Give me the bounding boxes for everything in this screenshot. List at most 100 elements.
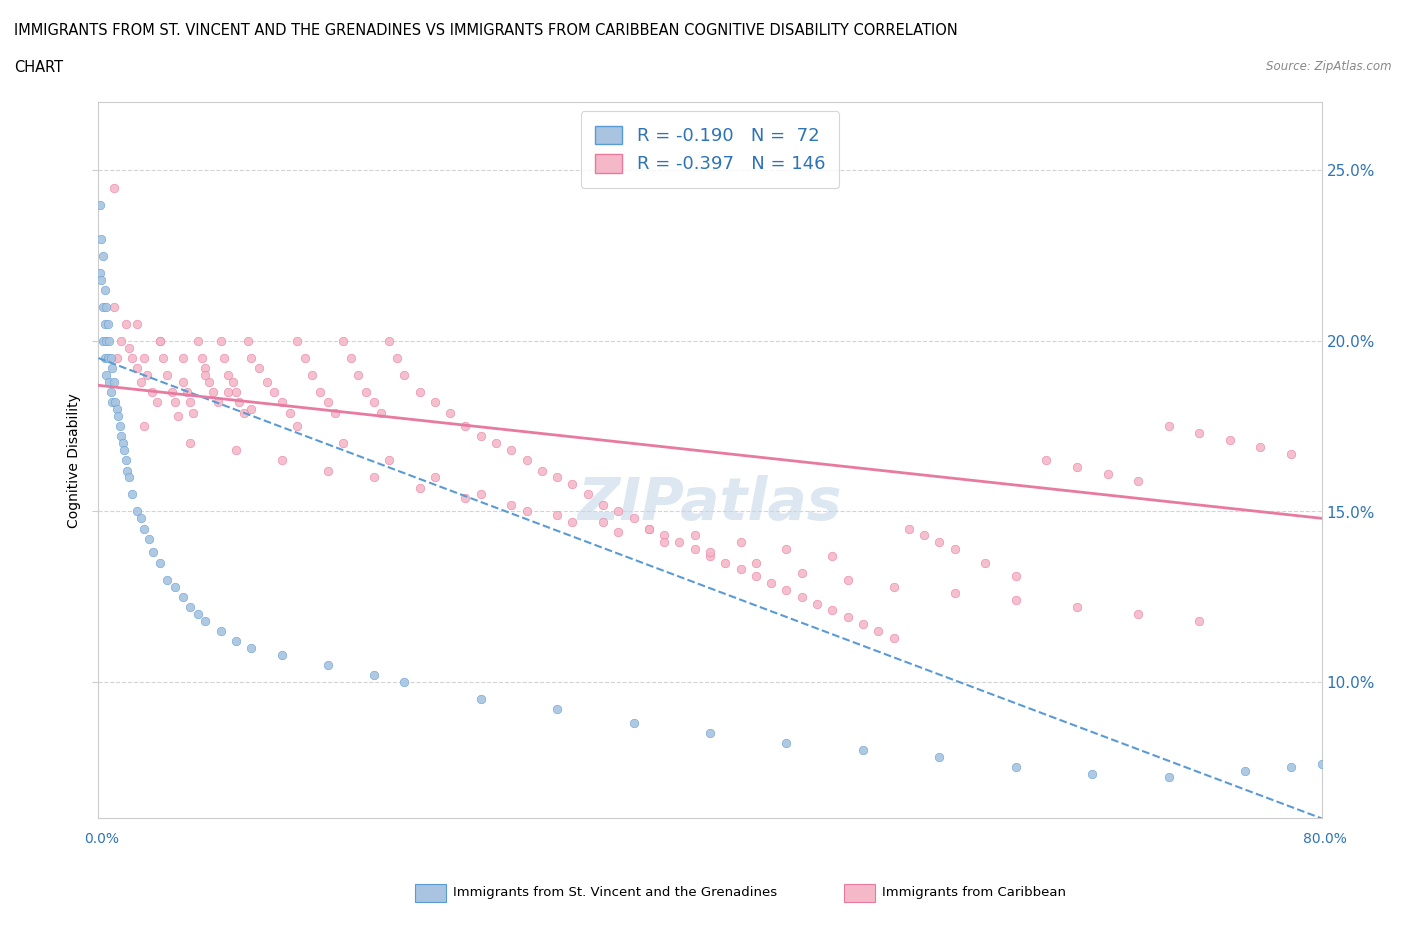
Point	[129, 511, 152, 525]
Point	[530, 463, 553, 478]
Point	[207, 395, 229, 410]
Point	[187, 606, 209, 621]
Point	[745, 569, 768, 584]
Point	[516, 504, 538, 519]
Point	[256, 375, 278, 390]
Point	[105, 402, 128, 417]
Point	[821, 549, 844, 564]
Point	[103, 180, 125, 195]
Point	[852, 617, 875, 631]
Point	[112, 443, 135, 458]
Point	[637, 521, 661, 536]
Point	[90, 232, 112, 246]
Point	[668, 535, 690, 550]
Point	[141, 385, 163, 400]
Point	[1066, 459, 1088, 474]
Point	[98, 375, 121, 390]
Point	[730, 535, 752, 550]
Point	[152, 351, 174, 365]
Point	[516, 453, 538, 468]
Point	[294, 351, 316, 365]
Point	[363, 470, 385, 485]
Point	[212, 351, 235, 365]
Point	[607, 525, 630, 539]
Point	[1128, 606, 1150, 621]
Point	[546, 508, 568, 523]
Text: CHART: CHART	[14, 60, 63, 75]
Point	[347, 367, 370, 382]
Point	[745, 555, 768, 570]
Point	[775, 541, 797, 556]
Point	[125, 504, 148, 519]
Point	[138, 531, 160, 546]
Point	[1386, 739, 1406, 754]
Text: 0.0%: 0.0%	[84, 832, 118, 846]
Point	[943, 586, 966, 601]
Point	[316, 395, 339, 410]
Point	[561, 514, 583, 529]
Point	[1279, 446, 1302, 461]
Point	[392, 367, 416, 382]
Point	[134, 418, 156, 433]
Point	[943, 541, 966, 556]
Text: ZIPatlas: ZIPatlas	[578, 475, 842, 532]
Point	[1219, 432, 1241, 447]
Point	[225, 443, 247, 458]
Point	[501, 443, 523, 458]
Point	[125, 361, 148, 376]
Point	[111, 436, 134, 451]
Point	[91, 334, 114, 349]
Point	[699, 725, 721, 740]
Point	[90, 272, 112, 287]
Point	[270, 453, 292, 468]
Point	[1004, 569, 1026, 584]
Point	[485, 436, 508, 451]
Point	[156, 367, 179, 382]
Point	[1066, 600, 1088, 615]
Point	[240, 402, 263, 417]
Legend: R = -0.190   N =  72, R = -0.397   N = 146: R = -0.190 N = 72, R = -0.397 N = 146	[581, 112, 839, 188]
Point	[91, 299, 114, 314]
Point	[115, 316, 138, 331]
Point	[730, 562, 752, 577]
Point	[454, 490, 477, 505]
Point	[149, 555, 172, 570]
Point	[607, 504, 630, 519]
Point	[309, 385, 332, 400]
Text: IMMIGRANTS FROM ST. VINCENT AND THE GRENADINES VS IMMIGRANTS FROM CARIBBEAN COGN: IMMIGRANTS FROM ST. VINCENT AND THE GREN…	[14, 23, 957, 38]
Point	[1097, 467, 1119, 482]
Point	[110, 429, 132, 444]
Y-axis label: Cognitive Disability: Cognitive Disability	[67, 392, 82, 528]
Point	[408, 385, 430, 400]
Point	[94, 334, 117, 349]
Point	[103, 375, 125, 390]
Point	[238, 334, 260, 349]
Point	[247, 361, 270, 376]
Point	[790, 565, 813, 580]
Point	[163, 395, 186, 410]
Point	[1249, 439, 1271, 454]
Point	[209, 334, 232, 349]
Point	[316, 463, 339, 478]
Point	[392, 674, 416, 689]
Point	[179, 600, 201, 615]
Point	[160, 385, 183, 400]
Point	[156, 572, 179, 587]
Point	[104, 395, 127, 410]
Point	[592, 498, 614, 512]
Point	[332, 334, 354, 349]
Point	[232, 405, 254, 420]
Point	[501, 498, 523, 512]
Point	[149, 334, 172, 349]
Point	[1188, 613, 1211, 628]
Point	[1402, 736, 1406, 751]
Point	[332, 436, 354, 451]
Point	[278, 405, 301, 420]
Point	[118, 470, 141, 485]
Point	[339, 351, 361, 365]
Point	[1341, 750, 1364, 764]
Point	[105, 351, 128, 365]
Point	[1004, 760, 1026, 775]
Point	[125, 316, 148, 331]
Point	[974, 555, 997, 570]
